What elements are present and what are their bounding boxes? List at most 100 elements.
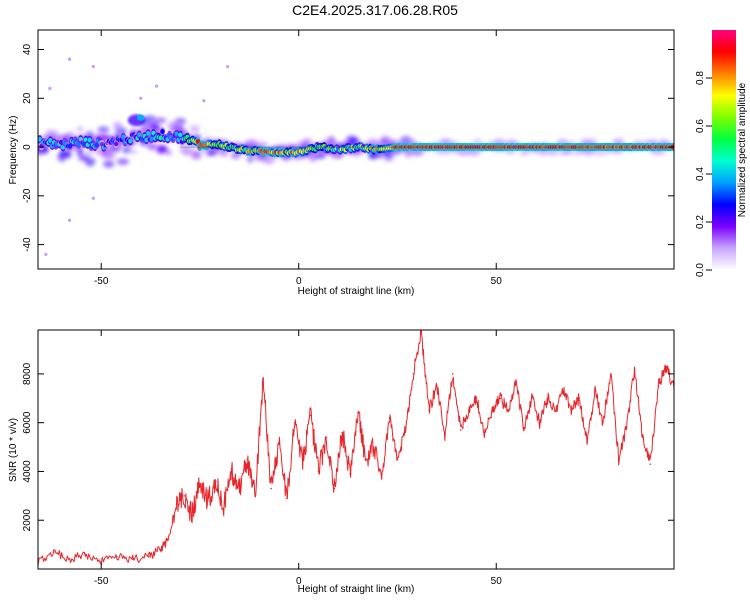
spectrogram-halo-cell — [191, 150, 202, 160]
colorbar-tick-label: 0.4 — [695, 167, 706, 181]
snr-point — [570, 409, 573, 412]
snr-point — [483, 434, 486, 436]
snr-point — [609, 373, 612, 375]
snr-point — [53, 551, 55, 553]
spectrogram-halo-cell — [174, 124, 185, 131]
snr-point — [341, 431, 343, 434]
spectrogram-outlier — [91, 64, 95, 69]
spectrogram-x-tick-label: 50 — [491, 276, 503, 287]
snr-plot-area — [38, 330, 674, 569]
snr-point — [100, 560, 103, 563]
spectrogram-halo-cell — [388, 139, 397, 145]
snr-y-label: SNR (10 * v/v) — [8, 418, 19, 482]
snr-point — [499, 397, 501, 400]
snr-point — [396, 458, 399, 461]
colorbar-label: Normalized spectral amplitude — [737, 82, 748, 217]
colorbar: 0.0 0.2 0.4 0.6 0.8 Normalized spectral ampl… — [695, 30, 748, 277]
snr-point — [444, 434, 446, 436]
snr-x-label: Height of straight line (km) — [298, 584, 415, 595]
spectrogram-halo-cell — [368, 153, 377, 160]
snr-point — [491, 409, 494, 412]
snr-point — [554, 409, 557, 412]
spectrogram-halo-cell — [165, 150, 173, 156]
snr-point — [451, 373, 454, 375]
snr-point — [602, 421, 604, 424]
snr-point — [649, 463, 652, 465]
snr-point — [333, 487, 336, 490]
spectrogram-image — [38, 57, 674, 256]
spectrogram-halo-cell — [216, 151, 229, 156]
snr-point — [530, 397, 533, 400]
snr-point — [214, 480, 217, 483]
snr-point — [428, 409, 430, 412]
snr-point — [523, 426, 525, 429]
spectrogram-y-tick-label: 40 — [22, 44, 33, 56]
snr-panel: -50 0 50 2000 4000 6000 8000 Height of straig… — [8, 329, 675, 595]
snr-point — [467, 409, 470, 412]
spectrogram-outlier — [154, 84, 159, 88]
snr-point — [412, 373, 415, 375]
snr-point — [436, 385, 438, 387]
snr-point — [641, 434, 644, 436]
snr-point — [538, 421, 541, 424]
snr-point — [147, 556, 150, 558]
snr-point — [617, 458, 620, 461]
snr-point — [657, 385, 659, 387]
snr-x-tick-label: -50 — [94, 576, 109, 587]
snr-point — [191, 514, 193, 517]
snr-point — [633, 368, 636, 370]
spectrogram-halo-cell — [101, 152, 116, 159]
snr-point — [625, 426, 628, 429]
snr-point — [167, 538, 170, 541]
spectrogram-halo-cell — [368, 138, 379, 145]
spectrogram-halo-cell — [262, 156, 275, 165]
spectrogram-halo-cell — [76, 126, 84, 132]
spectrogram-halo-cell — [181, 146, 193, 156]
snr-point — [309, 414, 312, 417]
spectrogram-ridge-cell — [178, 132, 183, 138]
snr-point — [665, 365, 667, 368]
snr-point — [317, 470, 320, 473]
spectrogram-halo-cell — [64, 150, 72, 159]
spectrogram-y-tick-label: 0 — [22, 144, 33, 150]
spectrogram-ridge-cell — [38, 136, 42, 142]
snr-point — [246, 458, 249, 461]
spectrogram-y-label: Frequency (Hz) — [8, 116, 19, 185]
snr-point — [270, 487, 272, 490]
spectrogram-y-tick-label: 20 — [22, 92, 33, 104]
snr-point — [116, 556, 118, 558]
snr-x-tick-label: 50 — [491, 576, 503, 587]
snr-series-line — [38, 330, 674, 566]
snr-y-tick-label: 4000 — [22, 460, 33, 483]
colorbar-tick-label: 0.8 — [695, 71, 706, 85]
snr-point — [357, 412, 359, 414]
spectrogram-outlier — [44, 252, 48, 256]
spectrogram-halo-cell — [147, 143, 157, 150]
snr-point — [132, 558, 134, 561]
snr-x-tick-label: 0 — [296, 576, 302, 587]
snr-point — [207, 499, 209, 502]
snr-point — [301, 458, 304, 461]
snr-x-ticks: -50 0 50 — [94, 330, 502, 587]
snr-point — [459, 429, 462, 431]
spectrogram-halo-cell — [188, 125, 201, 130]
snr-point — [388, 416, 391, 419]
spectrogram-outlier — [68, 57, 72, 61]
spectrogram-halo-cell — [174, 118, 187, 125]
snr-point — [372, 446, 375, 448]
snr-point — [380, 477, 383, 480]
snr-series-layer — [38, 330, 674, 566]
snr-point — [507, 409, 509, 412]
snr-point — [68, 558, 71, 561]
spectrogram-x-label: Height of straight line (km) — [298, 286, 415, 297]
snr-point — [262, 377, 264, 380]
spectrogram-outlier — [226, 64, 230, 69]
spectrogram-ridge-cell — [146, 130, 151, 136]
spectrogram-ridge-cell — [128, 138, 133, 144]
spectrogram-halo-cell — [256, 142, 269, 147]
spectrogram-outlier — [202, 99, 206, 103]
spectrogram-outlier — [48, 86, 52, 91]
spectrogram-y-tick-label: -20 — [22, 188, 33, 203]
spectrogram-ridge-cell — [195, 139, 201, 144]
